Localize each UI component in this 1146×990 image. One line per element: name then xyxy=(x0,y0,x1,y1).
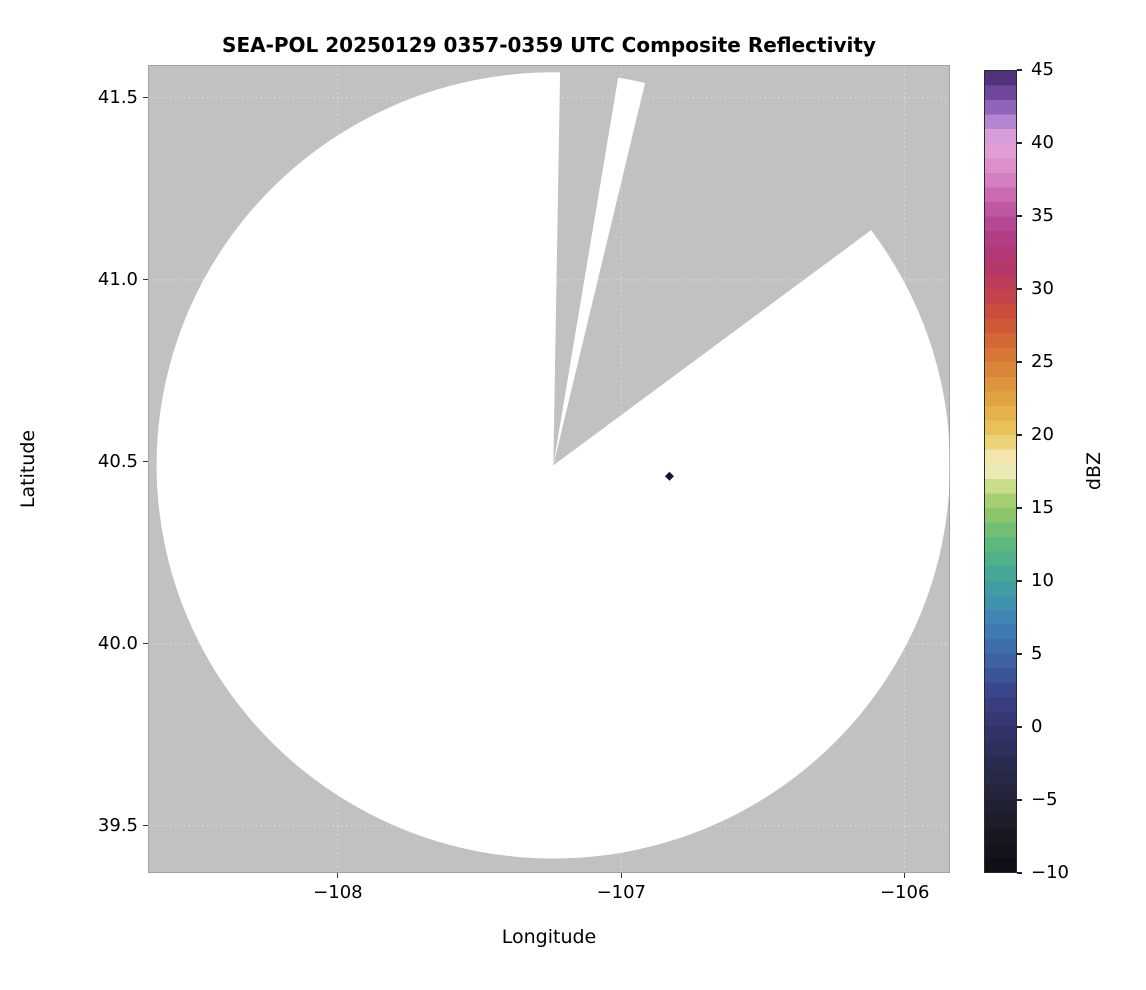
colorbar-tick-mark xyxy=(1017,799,1022,801)
colorbar-label: dBZ xyxy=(1083,451,1105,491)
x-tick-mark xyxy=(904,873,906,878)
colorbar-tick-mark xyxy=(1017,726,1022,728)
y-tick-mark xyxy=(143,279,148,281)
y-tick-label: 40.0 xyxy=(97,632,138,654)
colorbar-tick-label: 40 xyxy=(1031,132,1054,153)
colorbar-tick-mark xyxy=(1017,653,1022,655)
colorbar-tick-label: 35 xyxy=(1031,205,1054,226)
plot-frame xyxy=(148,65,950,873)
colorbar-tick-label: 25 xyxy=(1031,351,1054,372)
colorbar-tick-label: 10 xyxy=(1031,570,1054,591)
x-tick-mark xyxy=(337,873,339,878)
colorbar-tick-label: 30 xyxy=(1031,278,1054,299)
x-axis-label: Longitude xyxy=(501,926,597,948)
y-axis-label: Latitude xyxy=(17,429,39,509)
colorbar-tick-mark xyxy=(1017,434,1022,436)
y-tick-label: 40.5 xyxy=(97,450,138,472)
radar-plot-canvas xyxy=(148,65,950,873)
echo-marker xyxy=(664,471,674,481)
colorbar-tick-label: 15 xyxy=(1031,497,1054,518)
plot-title: SEA-POL 20250129 0357-0359 UTC Composite… xyxy=(222,33,876,57)
y-tick-mark xyxy=(143,825,148,827)
colorbar-tick-mark xyxy=(1017,288,1022,290)
x-tick-label: −106 xyxy=(879,882,930,903)
x-tick-label: −108 xyxy=(313,882,363,903)
y-tick-label: 41.5 xyxy=(97,86,138,108)
y-tick-mark xyxy=(143,643,148,645)
y-tick-mark xyxy=(143,97,148,99)
blocked-sector xyxy=(553,65,621,466)
y-tick-label: 41.0 xyxy=(97,268,138,290)
y-tick-label: 39.5 xyxy=(97,814,138,836)
colorbar-tick-mark xyxy=(1017,872,1022,874)
colorbar-tick-label: 45 xyxy=(1031,59,1054,80)
colorbar-tick-label: 20 xyxy=(1031,424,1054,445)
blocked-sector xyxy=(553,65,940,466)
colorbar-tick-mark xyxy=(1017,580,1022,582)
colorbar-tick-label: 0 xyxy=(1031,716,1043,737)
colorbar xyxy=(984,70,1017,873)
colorbar-tick-label: −10 xyxy=(1031,862,1069,883)
colorbar-tick-mark xyxy=(1017,507,1022,509)
colorbar-tick-label: 5 xyxy=(1031,643,1043,664)
x-tick-mark xyxy=(620,873,622,878)
colorbar-tick-label: −5 xyxy=(1031,789,1058,810)
colorbar-tick-mark xyxy=(1017,215,1022,217)
colorbar-tick-mark xyxy=(1017,69,1022,71)
x-tick-label: −107 xyxy=(596,882,647,903)
y-tick-mark xyxy=(143,461,148,463)
colorbar-tick-mark xyxy=(1017,142,1022,144)
colorbar-tick-mark xyxy=(1017,361,1022,363)
